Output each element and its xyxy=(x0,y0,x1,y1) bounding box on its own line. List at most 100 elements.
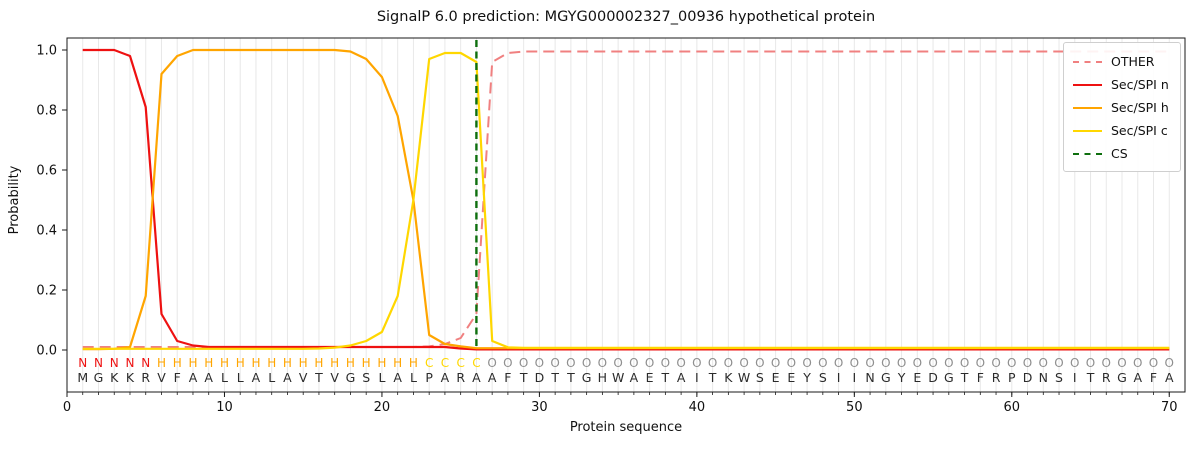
sequence-letter: T xyxy=(314,370,323,385)
sequence-letter: N xyxy=(865,370,874,385)
sequence-letter: M xyxy=(77,370,88,385)
region-label: O xyxy=(692,356,701,370)
curve-sec-spi-c xyxy=(82,51,1170,350)
region-label: O xyxy=(503,356,512,370)
region-label: O xyxy=(661,356,670,370)
sequence-letter: L xyxy=(378,370,385,385)
legend-line-sample-sec-spi-h xyxy=(1073,106,1102,109)
legend-line-sample-sec-spi-n xyxy=(1073,83,1102,86)
region-label: N xyxy=(78,356,87,370)
sequence-letter: Y xyxy=(897,370,906,385)
region-label: O xyxy=(550,356,559,370)
x-axis-ticks: 0 10 20 30 40 50 60 70 xyxy=(63,392,1178,415)
sequence-letter: E xyxy=(913,370,921,385)
region-label: O xyxy=(881,356,890,370)
legend-line-sample-sec-spi-c xyxy=(1073,129,1102,132)
region-label: C xyxy=(456,356,464,370)
sequence-letter: R xyxy=(992,370,1001,385)
sequence-letter: F xyxy=(504,370,511,385)
sequence-letter: L xyxy=(410,370,417,385)
region-label: O xyxy=(960,356,969,370)
region-label: H xyxy=(220,356,229,370)
chart-title: SignalP 6.0 prediction: MGYG000002327_00… xyxy=(376,9,876,25)
region-label: O xyxy=(1133,356,1142,370)
region-label: O xyxy=(976,356,985,370)
sequence-letter: H xyxy=(598,370,607,385)
legend-label: Sec/SPI c xyxy=(1111,123,1168,138)
region-label: H xyxy=(204,356,213,370)
sequence-letter: G xyxy=(881,370,891,385)
sequence-letter: G xyxy=(1117,370,1127,385)
sequence-letter: R xyxy=(1102,370,1111,385)
sequence-letter: L xyxy=(268,370,275,385)
sequence-letter: Y xyxy=(802,370,811,385)
legend: OTHER Sec/SPI n Sec/SPI h Sec/SPI c CS xyxy=(1063,42,1181,172)
sequence-letter: F xyxy=(1150,370,1157,385)
sequence-letter: A xyxy=(204,370,213,385)
y-tick-label: 1.0 xyxy=(36,44,57,59)
sequence-letter: L xyxy=(237,370,244,385)
region-label: N xyxy=(94,356,103,370)
x-tick-label: 60 xyxy=(1004,400,1021,415)
sequence-letter: R xyxy=(456,370,465,385)
region-label: O xyxy=(1023,356,1032,370)
sequence-letter: F xyxy=(174,370,181,385)
sequence-letter: N xyxy=(1039,370,1048,385)
sequence-letter: T xyxy=(519,370,528,385)
region-label: O xyxy=(739,356,748,370)
region-label: H xyxy=(251,356,260,370)
region-label: O xyxy=(1117,356,1126,370)
x-tick-label: 0 xyxy=(63,400,71,415)
legend-label: OTHER xyxy=(1111,54,1155,69)
sequence-letter: T xyxy=(960,370,969,385)
region-label: O xyxy=(1102,356,1111,370)
sequence-letter: E xyxy=(772,370,780,385)
legend-item-sec-spi-h: Sec/SPI h xyxy=(1073,96,1171,119)
region-label: H xyxy=(346,356,355,370)
region-label: O xyxy=(944,356,953,370)
region-label: N xyxy=(110,356,119,370)
x-tick-label: 10 xyxy=(216,400,233,415)
region-label: H xyxy=(362,356,371,370)
sequence-letter: K xyxy=(724,370,733,385)
sequence-letter: R xyxy=(141,370,150,385)
sequence-letter: W xyxy=(738,370,750,385)
plot-border xyxy=(66,37,1186,393)
y-axis-ticks: 0.0 0.2 0.4 0.6 0.8 1.0 xyxy=(36,44,67,359)
sequence-letter: E xyxy=(646,370,654,385)
region-label: O xyxy=(755,356,764,370)
sequence-letter: L xyxy=(221,370,228,385)
x-axis-label: Protein sequence xyxy=(570,420,682,435)
sequence-letter: T xyxy=(550,370,559,385)
x-tick-label: 20 xyxy=(374,400,391,415)
legend-label: Sec/SPI h xyxy=(1111,100,1169,115)
region-label: O xyxy=(1149,356,1158,370)
region-label: N xyxy=(141,356,150,370)
sequence-letter: S xyxy=(362,370,370,385)
region-label: H xyxy=(299,356,308,370)
sequence-letter: E xyxy=(787,370,795,385)
region-label: O xyxy=(787,356,796,370)
y-tick-label: 0.0 xyxy=(36,344,57,359)
sequence-letter: A xyxy=(677,370,686,385)
region-label: H xyxy=(283,356,292,370)
x-grid xyxy=(82,38,1170,392)
sequence-letter: I xyxy=(852,370,856,385)
sequence-letter: I xyxy=(837,370,841,385)
curve-sec-spi-n xyxy=(82,48,1170,351)
region-label: O xyxy=(613,356,622,370)
region-label: O xyxy=(991,356,1000,370)
region-label: H xyxy=(377,356,386,370)
region-label: O xyxy=(865,356,874,370)
sequence-letter: A xyxy=(1165,370,1174,385)
x-tick-label: 70 xyxy=(1161,400,1178,415)
sequence-letter: K xyxy=(110,370,119,385)
legend-line-sample-cs xyxy=(1073,152,1102,155)
sequence-letter: G xyxy=(346,370,356,385)
legend-item-sec-spi-n: Sec/SPI n xyxy=(1073,73,1171,96)
region-label: O xyxy=(897,356,906,370)
sequence-letter: K xyxy=(126,370,135,385)
region-label: O xyxy=(1054,356,1063,370)
legend-item-sec-spi-c: Sec/SPI c xyxy=(1073,119,1171,142)
